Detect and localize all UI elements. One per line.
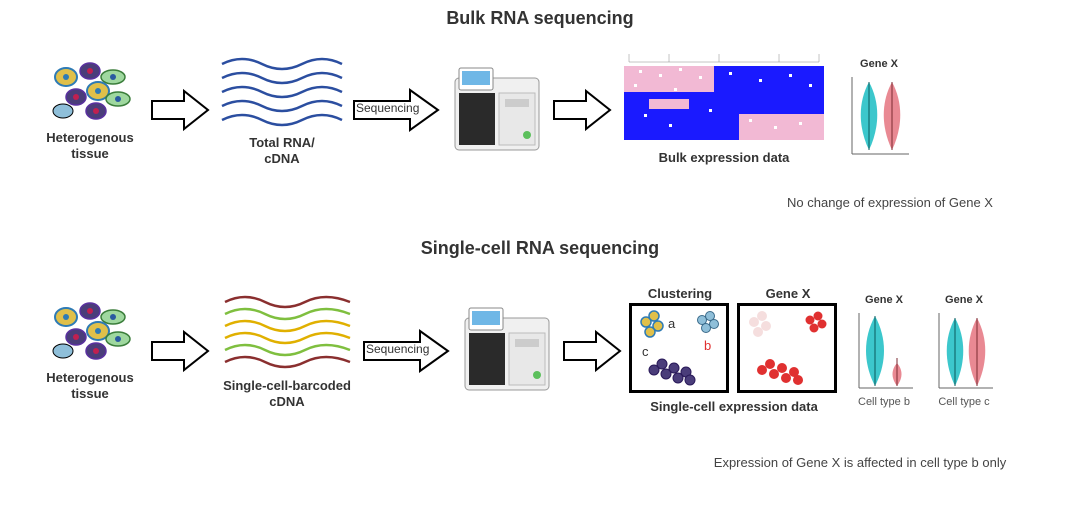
sc-violin2-caption: Cell type c	[938, 396, 989, 408]
arrow-icon	[150, 328, 212, 374]
sc-sequencer	[452, 303, 562, 398]
sc-seq-arrow: Sequencing	[362, 326, 452, 376]
bulk-rna: Total RNA/ cDNA	[212, 54, 352, 166]
clustering-icon: a b c	[632, 306, 726, 390]
bulk-seq-arrow: Sequencing	[352, 85, 442, 135]
rna-waves-icon	[220, 292, 355, 372]
sequencing-label: Sequencing	[356, 101, 419, 115]
bulk-row: Heterogenous tissue Total RNA/ cDNA Sequ…	[0, 35, 1080, 185]
arrow-icon	[150, 87, 212, 133]
svg-text:c: c	[642, 344, 649, 359]
sc-expression: Clustering a	[624, 286, 844, 415]
heatmap-icon	[619, 54, 829, 144]
sc-expression-label: Single-cell expression data	[650, 399, 818, 415]
sc-rna: Single-cell-barcoded cDNA	[212, 292, 362, 409]
sc-rna-label: Single-cell-barcoded cDNA	[223, 378, 351, 409]
svg-text:b: b	[704, 338, 711, 353]
clustering-panel: Clustering a	[629, 286, 731, 393]
sc-violin-1: Gene X Cell type b	[844, 294, 924, 408]
rna-waves-icon	[217, 54, 347, 129]
bulk-note: No change of expression of Gene X	[740, 195, 1040, 210]
bulk-title: Bulk RNA sequencing	[0, 8, 1080, 29]
sc-violin-2: Gene X Cell type c	[924, 294, 1004, 408]
sc-violin1-caption: Cell type b	[858, 396, 910, 408]
bulk-heatmap: Bulk expression data	[614, 54, 834, 166]
sequencer-icon	[457, 303, 557, 398]
genex-panel-title: Gene X	[737, 286, 839, 301]
bulk-expression-label: Bulk expression data	[659, 150, 790, 166]
arrow-icon	[552, 87, 614, 133]
sc-row: Heterogenous tissue Single-cell-barcoded…	[0, 268, 1080, 433]
sc-note: Expression of Gene X is affected in cell…	[660, 455, 1060, 470]
violin-plot-icon	[844, 72, 914, 162]
tissue-icon	[48, 59, 133, 124]
tissue-icon	[48, 299, 133, 364]
bulk-tissue: Heterogenous tissue	[30, 59, 150, 161]
violin-plot-icon	[851, 308, 917, 396]
bulk-violin-title: Gene X	[860, 58, 898, 70]
bulk-violin: Gene X	[834, 58, 924, 162]
sc-title: Single-cell RNA sequencing	[0, 238, 1080, 259]
clustering-title: Clustering	[629, 286, 731, 301]
genex-panel: Gene X	[737, 286, 839, 393]
sc-tissue-label: Heterogenous tissue	[46, 370, 133, 401]
sc-tissue: Heterogenous tissue	[30, 299, 150, 401]
svg-text:a: a	[668, 316, 676, 331]
sc-violin1-title: Gene X	[865, 294, 903, 306]
bulk-rna-label: Total RNA/ cDNA	[249, 135, 314, 166]
arrow-icon	[562, 328, 624, 374]
sequencing-label: Sequencing	[366, 342, 429, 356]
violin-plot-icon	[931, 308, 997, 396]
genex-expression-icon	[740, 306, 834, 390]
sc-violin2-title: Gene X	[945, 294, 983, 306]
sequencer-icon	[447, 63, 547, 158]
bulk-sequencer	[442, 63, 552, 158]
bulk-tissue-label: Heterogenous tissue	[46, 130, 133, 161]
